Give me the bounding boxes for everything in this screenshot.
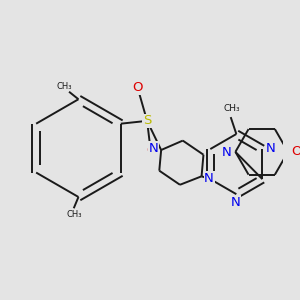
Text: CH₃: CH₃: [57, 82, 72, 91]
Text: N: N: [230, 196, 240, 209]
Text: N: N: [204, 172, 214, 185]
Text: N: N: [266, 142, 276, 154]
Text: CH₃: CH₃: [223, 104, 240, 113]
Text: S: S: [143, 114, 151, 128]
Text: CH₃: CH₃: [66, 210, 82, 219]
Text: O: O: [291, 146, 300, 158]
Text: N: N: [222, 146, 232, 159]
Text: N: N: [149, 142, 158, 154]
Text: O: O: [132, 82, 143, 94]
Text: O: O: [146, 144, 157, 158]
